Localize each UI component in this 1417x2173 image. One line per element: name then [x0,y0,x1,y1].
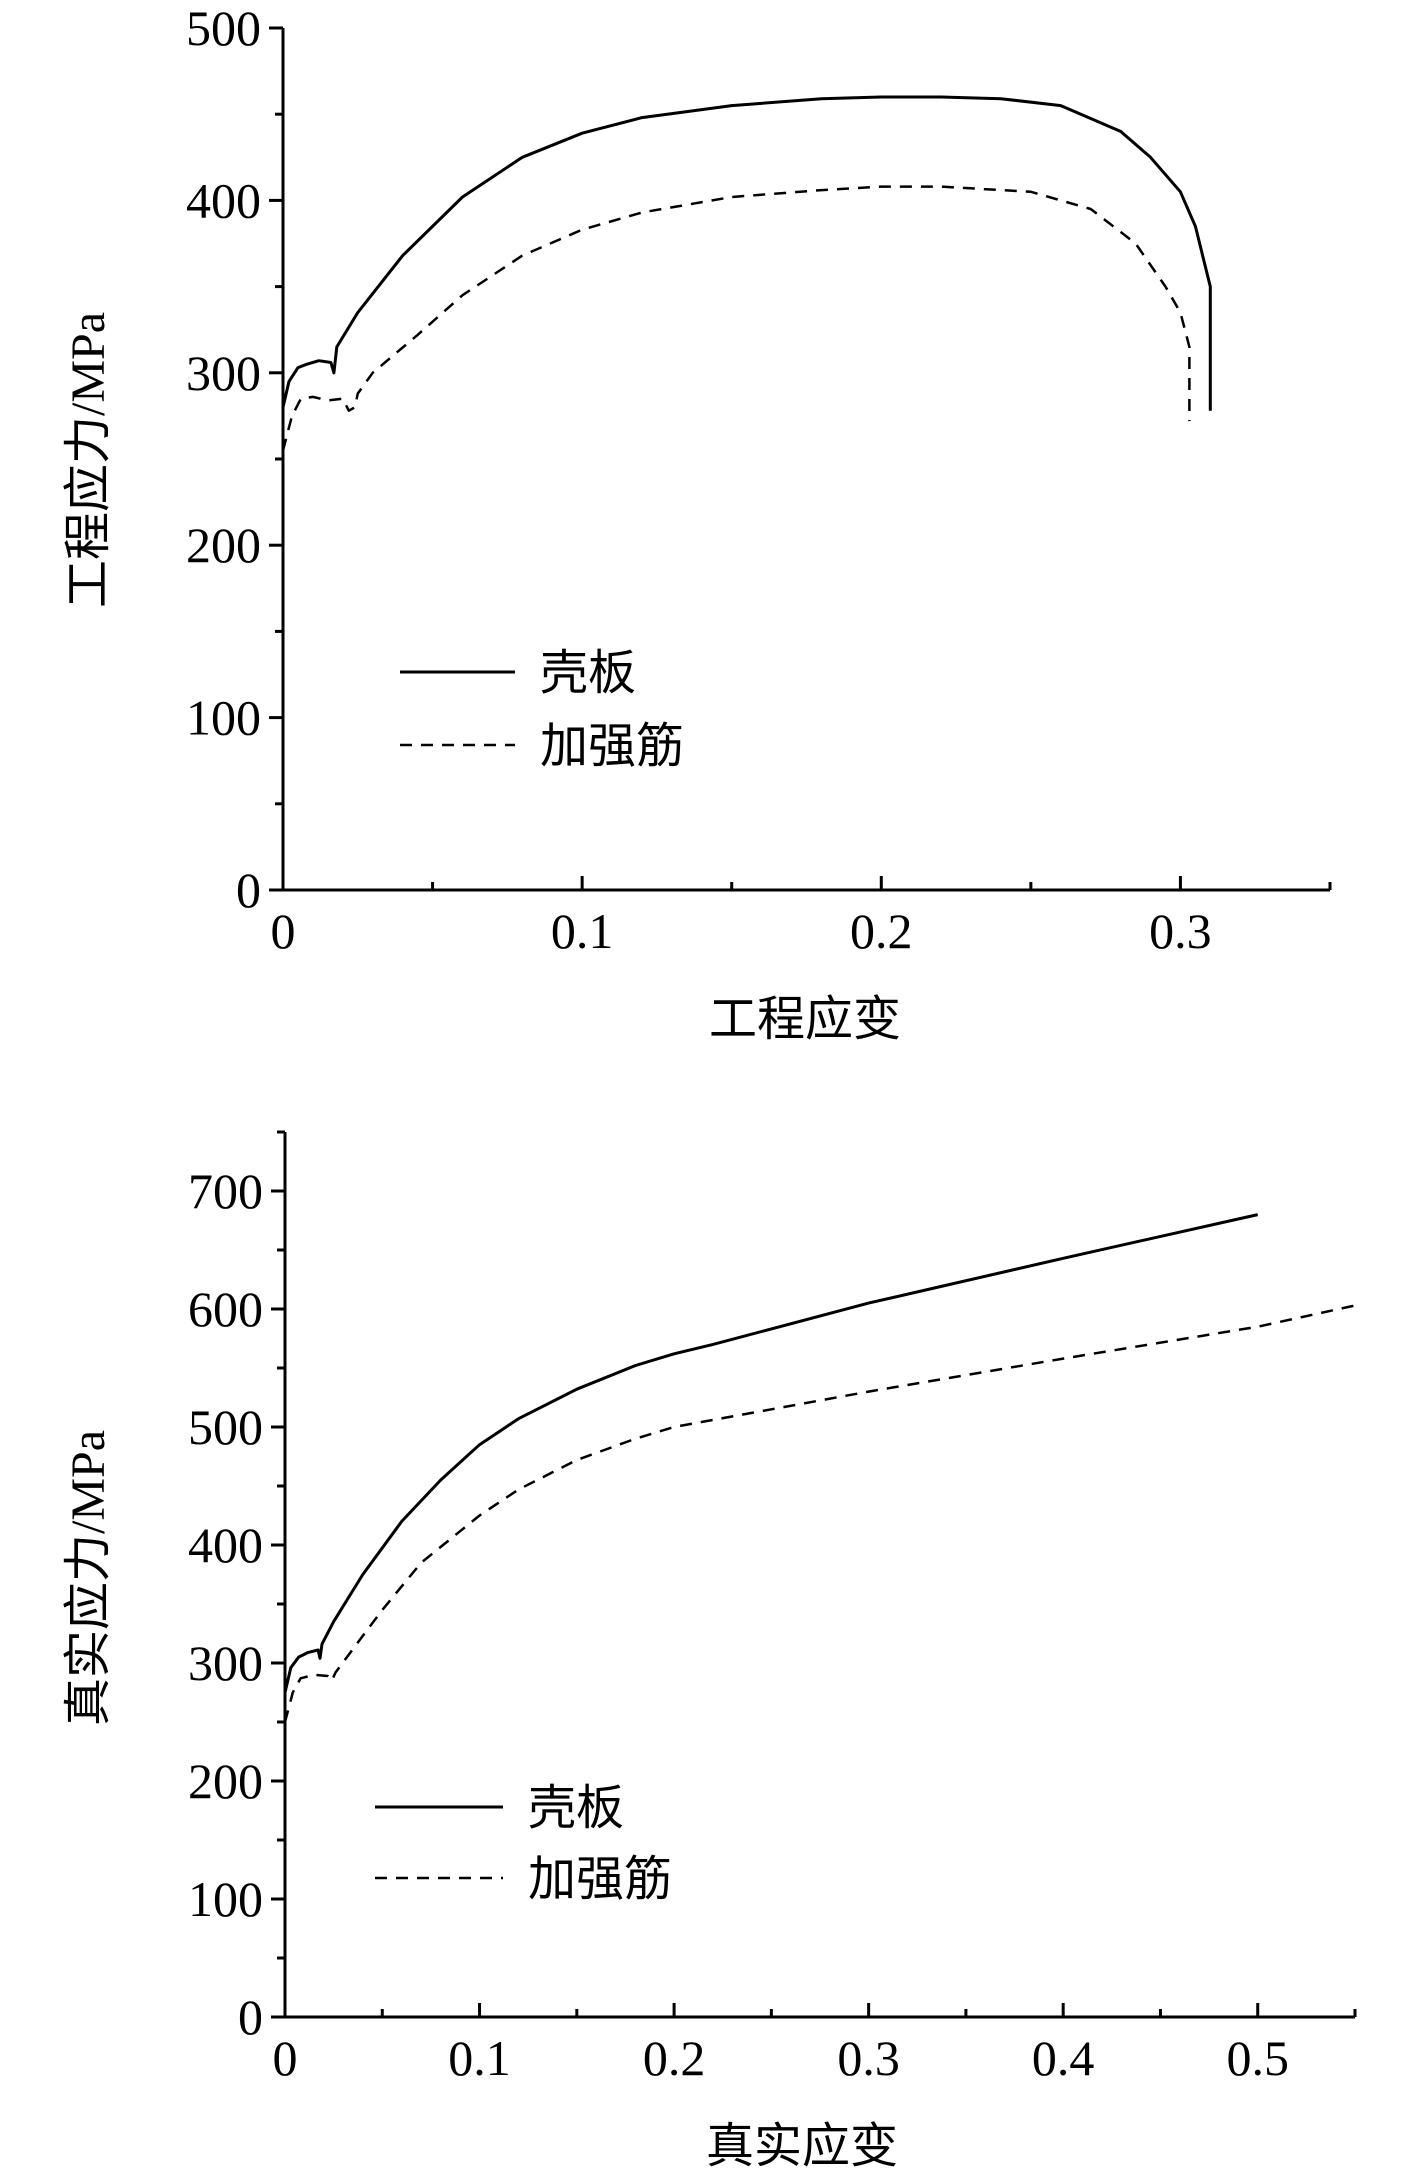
legend-label: 壳板 [540,647,636,700]
y-tick-label: 100 [186,690,261,746]
x-tick-label: 0.1 [448,2030,511,2086]
y-tick-label: 0 [238,1989,263,2045]
y-tick-label: 0 [236,862,261,918]
x-tick-label: 0.3 [837,2030,900,2086]
y-tick-label: 400 [186,172,261,228]
y-tick-label: 300 [188,1635,263,1691]
y-tick-label: 200 [188,1753,263,1809]
series-line-shell-plate [283,1213,1259,1693]
x-axis-title: 工程应变 [709,993,901,1046]
y-tick-label: 500 [188,1399,263,1455]
x-axis-title: 真实应变 [706,2120,898,2173]
x-tick-label: 0 [273,2030,298,2086]
x-tick-label: 0.2 [850,903,913,959]
x-tick-label: 0 [271,903,296,959]
series-line-stiffener [281,185,1191,451]
curves-layer [281,95,1212,451]
x-tick-label: 0.2 [643,2030,706,2086]
y-axis-title: 真实应力/MPa [62,1430,115,1726]
x-tick-label: 0.5 [1226,2030,1289,2086]
y-tick-label: 400 [188,1517,263,1573]
y-tick-label: 700 [188,1163,263,1219]
ticks-layer: 0 0.1 0.2 0.3 0 100 200 300 400 500 [186,0,1332,959]
y-tick-label: 600 [188,1281,263,1337]
true-stress-strain-chart: 0 0.1 0.2 0.3 0.4 0.5 0 100 200 300 400 500 600 700 壳… [62,1130,1357,2173]
legend-label: 加强筋 [540,720,684,773]
series-line-stiffener [283,1304,1356,1723]
y-axis-title: 工程应力/MPa [62,312,115,608]
x-tick-label: 0.1 [551,903,614,959]
y-tick-label: 200 [186,517,261,573]
legend-label: 壳板 [528,1782,624,1835]
x-tick-label: 0.4 [1032,2030,1095,2086]
x-tick-label: 0.3 [1149,903,1212,959]
y-tick-label: 300 [186,345,261,401]
curves-layer [283,1213,1356,1723]
y-tick-label: 500 [186,0,261,56]
series-line-shell-plate [281,95,1212,411]
y-tick-label: 100 [188,1871,263,1927]
ticks-layer: 0 0.1 0.2 0.3 0.4 0.5 0 100 200 300 400 500 600 700 [188,1130,1357,2086]
legend-label: 加强筋 [528,1853,672,1906]
